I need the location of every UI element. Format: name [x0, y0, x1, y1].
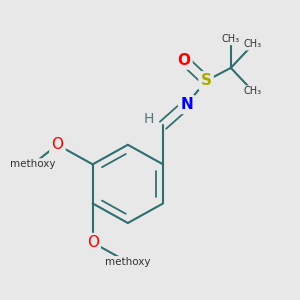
Text: methoxy: methoxy — [105, 257, 151, 267]
Text: CH₃: CH₃ — [244, 86, 262, 96]
Text: CH₃: CH₃ — [222, 34, 240, 44]
Text: methoxy: methoxy — [10, 159, 56, 169]
Text: N: N — [180, 97, 193, 112]
Text: O: O — [51, 137, 63, 152]
Text: CH₃: CH₃ — [244, 39, 262, 50]
Text: O: O — [87, 235, 99, 250]
Text: S: S — [201, 74, 212, 88]
Text: O: O — [177, 52, 190, 68]
Text: H: H — [143, 112, 154, 126]
